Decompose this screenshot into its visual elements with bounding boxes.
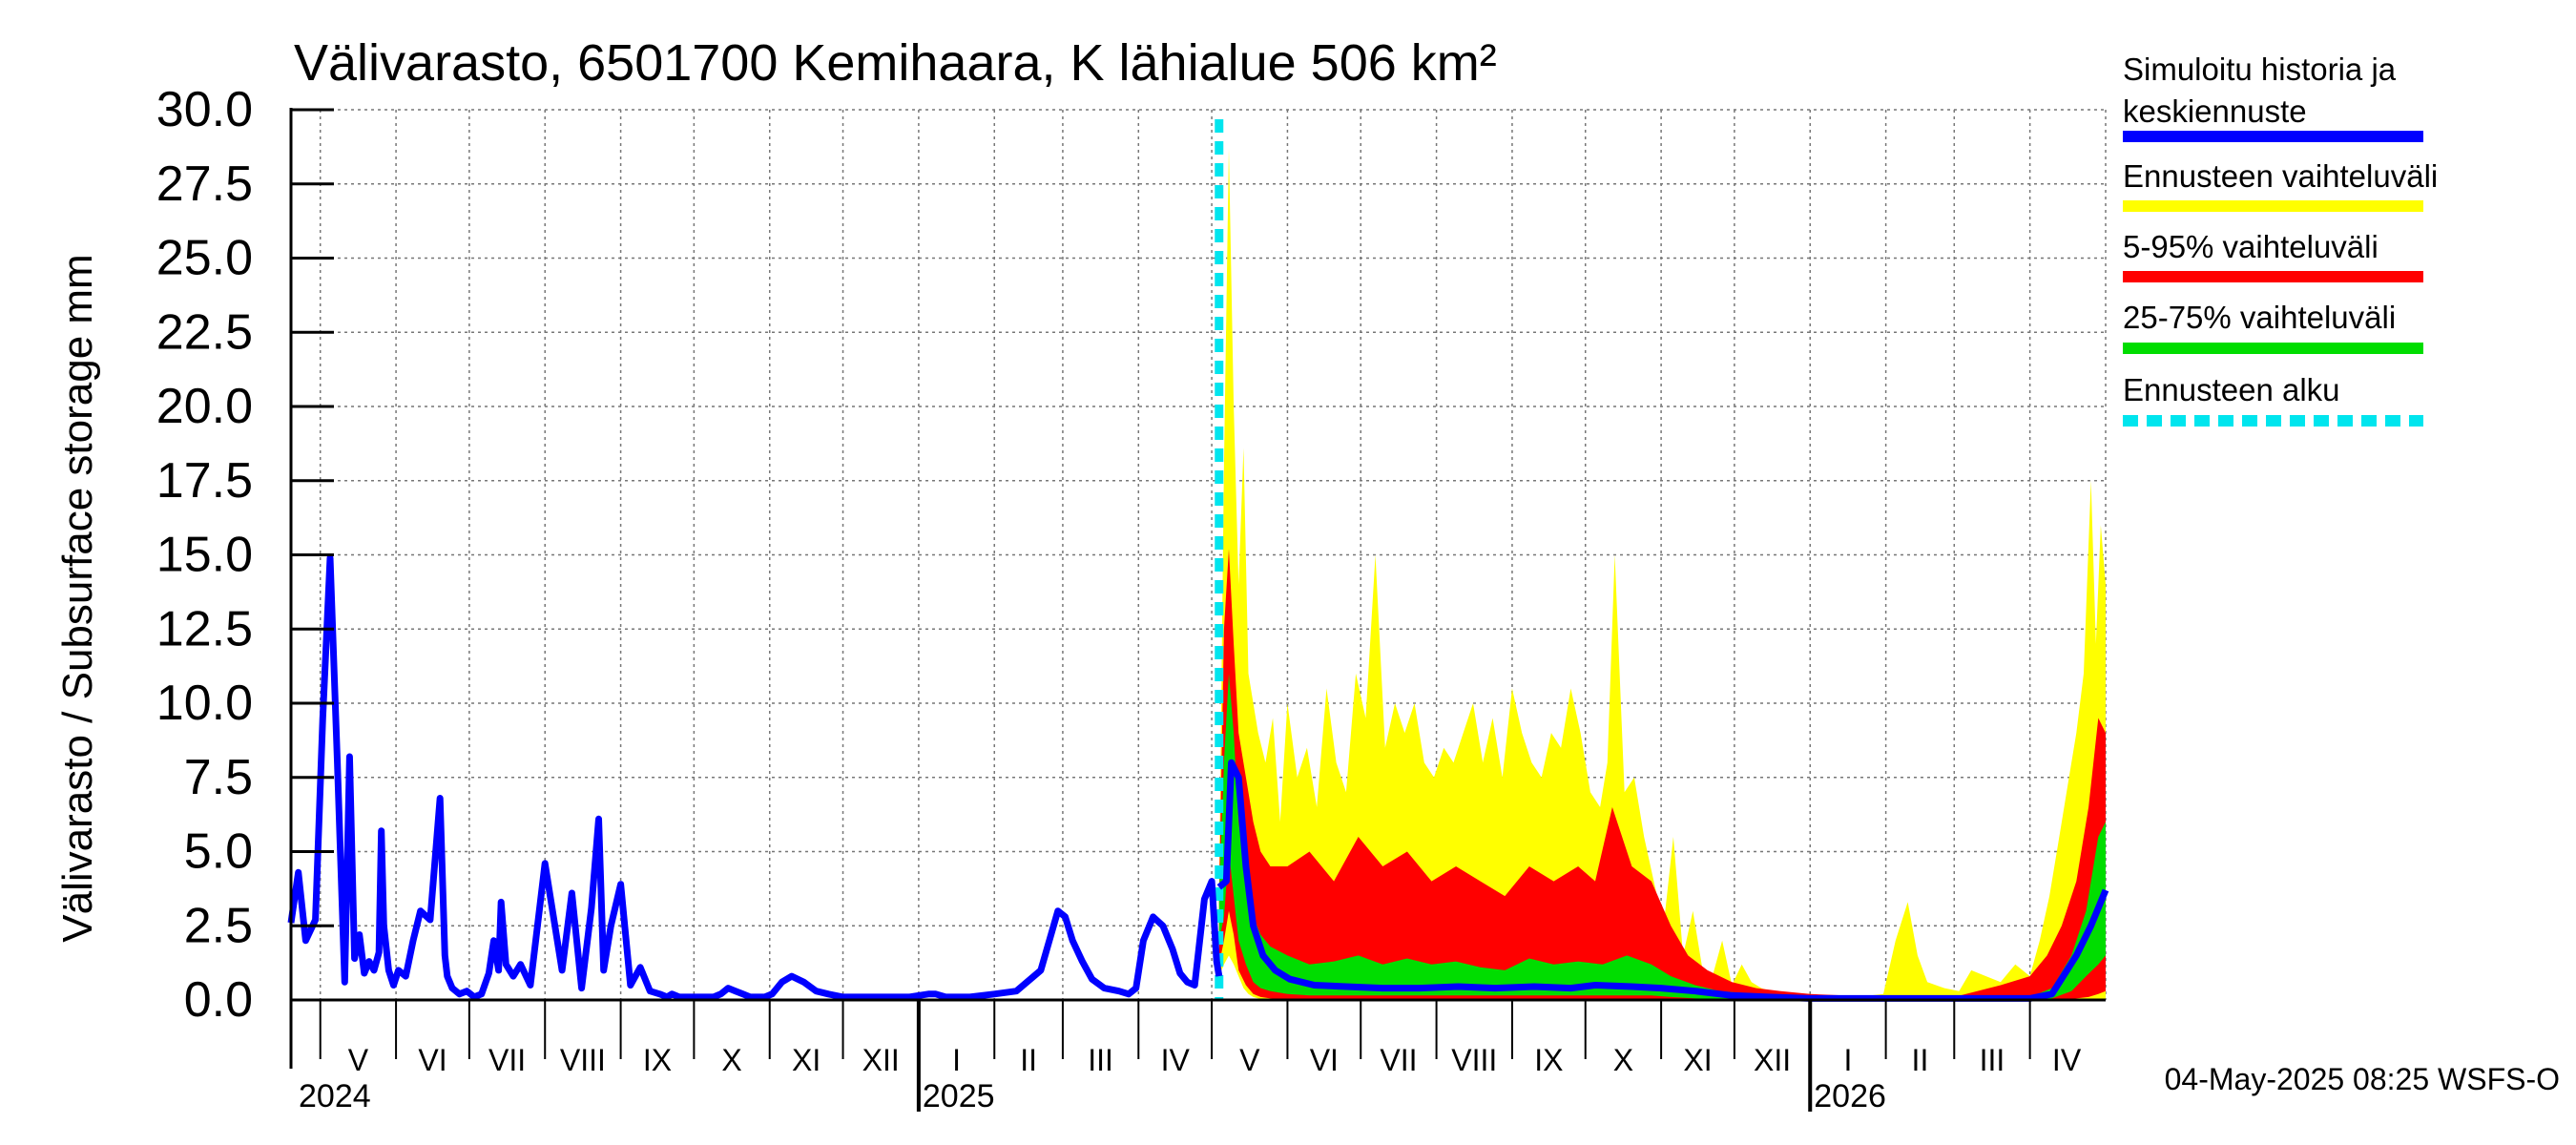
y-axis-label: Välivarasto / Subsurface storage mm — [54, 254, 101, 942]
y-tick-label: 12.5 — [156, 601, 253, 656]
y-tick-label: 30.0 — [156, 82, 253, 137]
month-label: I — [952, 1043, 961, 1077]
axes: 0.0 2.5 5.0 7.5 10.0 12.5 15.0 17.5 20.0 22.5 25.0… — [156, 82, 2106, 1114]
y-tick-label: 20.0 — [156, 379, 253, 434]
month-label: VI — [1310, 1043, 1339, 1077]
legend-label: Ennusteen alku — [2123, 372, 2340, 407]
median-forecast-line — [1216, 759, 2109, 1002]
band-area — [1218, 549, 2106, 1000]
y-tick-label: 10.0 — [156, 676, 253, 731]
month-label: VIII — [560, 1043, 606, 1077]
year-label: 2026 — [1814, 1078, 1886, 1114]
month-label: IX — [1534, 1043, 1563, 1077]
history-line — [287, 554, 1223, 1001]
forecast-bands — [1218, 148, 2106, 1000]
legend-label: Ennusteen vaihteluväli — [2123, 158, 2438, 194]
band-area — [1218, 673, 2106, 1000]
month-label: IV — [1161, 1043, 1191, 1077]
y-tick-label: 7.5 — [184, 750, 253, 805]
y-tick-label: 22.5 — [156, 304, 253, 360]
legend-label: Simuloitu historia ja — [2123, 52, 2397, 87]
year-label: 2024 — [299, 1078, 371, 1114]
y-tick-label: 15.0 — [156, 528, 253, 583]
month-label: VII — [488, 1043, 526, 1077]
month-label: IX — [643, 1043, 672, 1077]
month-label: XI — [1683, 1043, 1712, 1077]
legend-label: 25-75% vaihteluväli — [2123, 300, 2396, 335]
y-tick-label: 2.5 — [184, 898, 253, 953]
month-label: VII — [1380, 1043, 1417, 1077]
timestamp: 04-May-2025 08:25 WSFS-O — [2165, 1062, 2560, 1096]
month-label: XII — [1754, 1043, 1791, 1077]
legend-label: 5-95% vaihteluväli — [2123, 229, 2379, 264]
year-label: 2025 — [923, 1078, 995, 1114]
y-tick-label: 17.5 — [156, 453, 253, 509]
band-area — [1218, 148, 2106, 1000]
legend: Simuloitu historia ja keskiennuste Ennuste… — [2123, 52, 2438, 427]
legend-label: keskiennuste — [2123, 94, 2307, 129]
month-label: X — [1613, 1043, 1633, 1077]
month-label: X — [721, 1043, 741, 1077]
month-label: V — [348, 1043, 369, 1077]
month-label: I — [1843, 1043, 1852, 1077]
month-label: IV — [2052, 1043, 2082, 1077]
month-label: III — [1088, 1043, 1113, 1077]
series-lines — [287, 119, 2109, 1002]
month-label: XI — [792, 1043, 821, 1077]
month-label: III — [1980, 1043, 2005, 1077]
month-label: VIII — [1451, 1043, 1497, 1077]
month-label: II — [1020, 1043, 1037, 1077]
month-label: II — [1912, 1043, 1929, 1077]
y-tick-label: 5.0 — [184, 824, 253, 880]
chart-title: Välivarasto, 6501700 Kemihaara, K lähial… — [294, 34, 1497, 92]
month-label: V — [1239, 1043, 1260, 1077]
month-label: VI — [418, 1043, 447, 1077]
y-tick-label: 25.0 — [156, 231, 253, 286]
month-label: XII — [862, 1043, 900, 1077]
y-tick-label: 27.5 — [156, 156, 253, 212]
y-tick-label: 0.0 — [184, 972, 253, 1028]
